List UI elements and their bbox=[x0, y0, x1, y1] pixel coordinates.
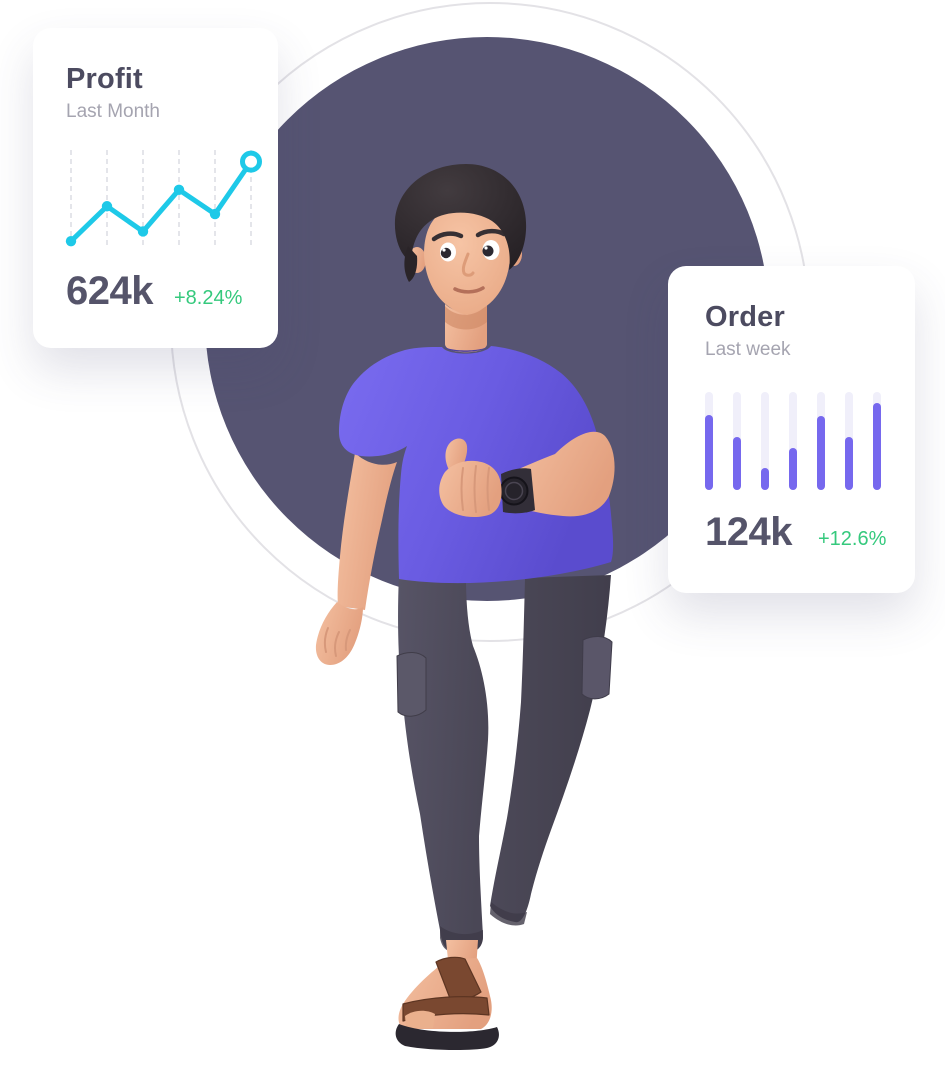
watch-face bbox=[499, 476, 529, 506]
bar-fill bbox=[873, 402, 881, 490]
eyes bbox=[440, 240, 500, 262]
profit-stats-row: 624k +8.24% bbox=[66, 269, 248, 314]
profit-change-badge: +8.24% bbox=[173, 287, 243, 309]
order-change-badge: +12.6% bbox=[817, 528, 887, 550]
character-neck bbox=[445, 302, 487, 353]
order-bar-chart bbox=[705, 392, 885, 490]
hair bbox=[394, 164, 527, 270]
character-back-leg bbox=[490, 575, 613, 926]
bar-fill bbox=[789, 447, 797, 490]
mouth bbox=[453, 286, 485, 294]
profit-card: Profit Last Month 624k +8.24% bbox=[33, 28, 278, 348]
left-eyebrow bbox=[431, 231, 464, 242]
sideburn bbox=[404, 246, 418, 282]
bar-track bbox=[817, 392, 825, 490]
bar-fill bbox=[705, 414, 713, 490]
order-card-subtitle: Last week bbox=[705, 339, 791, 360]
bar-track bbox=[733, 392, 741, 490]
order-stats-row: 124k +12.6% bbox=[705, 510, 887, 555]
profit-line-chart bbox=[65, 150, 262, 247]
right-eyebrow bbox=[475, 228, 507, 238]
order-card-title: Order bbox=[705, 301, 785, 333]
character-hanging-arm bbox=[315, 453, 397, 665]
profit-value: 624k bbox=[66, 269, 153, 313]
bar-track bbox=[845, 392, 853, 490]
character-head bbox=[394, 164, 527, 315]
character-foot-sandal bbox=[395, 940, 499, 1051]
character-illustration bbox=[315, 164, 615, 1051]
profit-card-title: Profit bbox=[66, 63, 143, 95]
order-card: Order Last week 124k +12.6% bbox=[668, 266, 915, 593]
character-front-leg bbox=[396, 574, 489, 954]
bar-track bbox=[705, 392, 713, 490]
bar-fill bbox=[733, 437, 741, 490]
profit-card-subtitle: Last Month bbox=[66, 101, 160, 122]
bar-fill bbox=[761, 468, 769, 490]
order-value: 124k bbox=[705, 510, 792, 554]
bar-fill bbox=[817, 415, 825, 490]
bar-track bbox=[873, 392, 881, 490]
nose bbox=[461, 252, 475, 277]
bar-track bbox=[761, 392, 769, 490]
bar-track bbox=[789, 392, 797, 490]
character-thumbs-up-arm bbox=[439, 431, 615, 518]
bar-fill bbox=[845, 437, 853, 490]
